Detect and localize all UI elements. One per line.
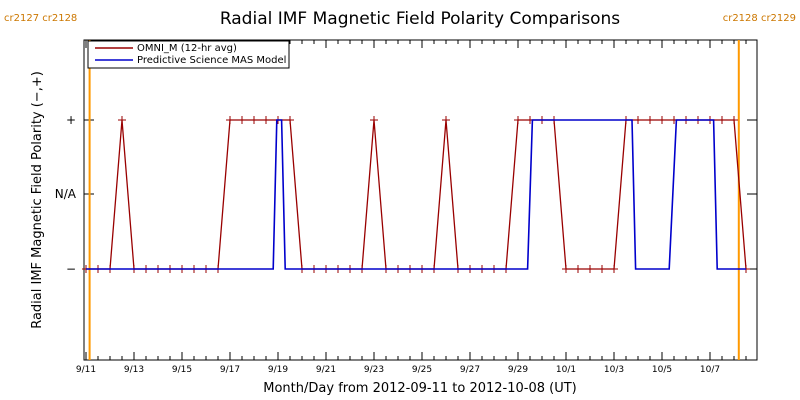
x-tick-label: 9/17: [220, 365, 240, 375]
omni-data-point: [610, 265, 618, 273]
y-axis-label: Radial IMF Magnetic Field Polarity (−,+): [30, 71, 45, 329]
x-tick-label: 10/7: [700, 365, 720, 375]
x-axis-label: Month/Day from 2012-09-11 to 2012-10-08 …: [263, 381, 576, 396]
omni-data-point: [118, 116, 126, 124]
y-tick-label: N/A: [55, 187, 77, 201]
y-axis-ticks: − N/A +: [55, 113, 757, 276]
x-tick-label: 9/13: [124, 365, 144, 375]
legend-label-mas: Predictive Science MAS Model: [137, 55, 286, 66]
legend-box: [87, 40, 290, 69]
carrington-marker-label: cr2127 cr2128: [4, 13, 77, 24]
x-tick-label: 9/11: [76, 365, 96, 375]
omni-data-point: [598, 265, 606, 273]
omni-data-point: [634, 116, 642, 124]
legend: OMNI_M (12-hr avg) Predictive Science MA…: [87, 40, 290, 69]
omni-data-point: [370, 116, 378, 124]
carrington-marker-label: cr2128 cr2129: [723, 13, 796, 24]
omni-data-point: [286, 116, 294, 124]
plot-frame: [83, 39, 758, 361]
series-line-omni: [86, 119, 747, 270]
x-tick-label: 9/23: [364, 365, 384, 375]
series-layer: [82, 116, 750, 273]
x-tick-label: 9/25: [412, 365, 432, 375]
omni-data-point: [718, 116, 726, 124]
x-tick-label: 9/19: [268, 365, 288, 375]
x-tick-label: 10/1: [556, 365, 576, 375]
omni-data-point: [658, 116, 666, 124]
omni-data-point: [586, 265, 594, 273]
x-tick-label: 10/3: [604, 365, 624, 375]
carrington-markers: cr2127 cr2128 cr2128 cr2129: [4, 13, 796, 360]
omni-data-point: [574, 265, 582, 273]
omni-data-point: [562, 265, 570, 273]
omni-data-point: [730, 116, 738, 124]
x-tick-label: 9/29: [508, 365, 528, 375]
series-line-mas: [86, 119, 746, 270]
omni-data-point: [238, 116, 246, 124]
chart-title: Radial IMF Magnetic Field Polarity Compa…: [220, 9, 620, 29]
x-tick-label: 9/15: [172, 365, 192, 375]
omni-data-point: [250, 116, 258, 124]
legend-label-omni: OMNI_M (12-hr avg): [137, 43, 237, 54]
y-tick-label: −: [66, 262, 76, 276]
omni-data-point: [262, 116, 270, 124]
omni-data-point: [646, 116, 654, 124]
x-tick-label: 9/21: [316, 365, 336, 375]
omni-data-point: [442, 116, 450, 124]
omni-data-point: [226, 116, 234, 124]
omni-data-point: [514, 116, 522, 124]
x-axis-ticks: 9/11 9/13 9/15 9/17 9/19 9/21 9/23 9/25 9/27 9/29…: [76, 40, 747, 375]
x-tick-label: 10/5: [652, 365, 672, 375]
y-tick-label: +: [66, 113, 76, 127]
x-tick-label: 9/27: [460, 365, 480, 375]
